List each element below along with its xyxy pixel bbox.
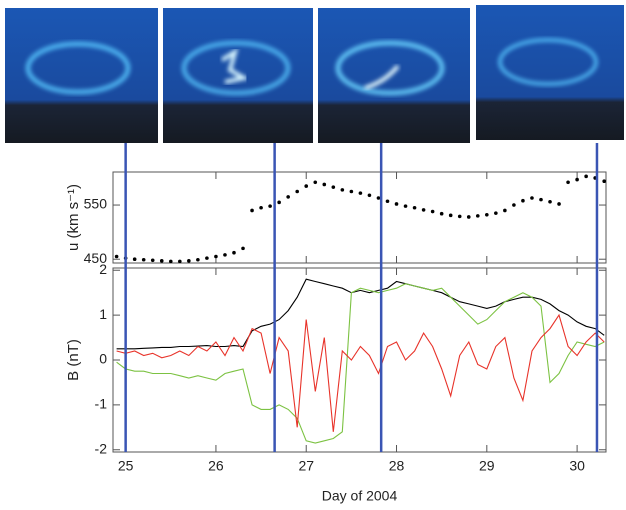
- data-point: [403, 204, 408, 208]
- data-point: [132, 257, 137, 262]
- data-point: [331, 185, 336, 189]
- data-point: [466, 215, 471, 219]
- data-point: [376, 196, 381, 200]
- data-point: [385, 199, 390, 204]
- y-axis-label: u (km s⁻¹): [65, 184, 82, 251]
- data-point: [340, 188, 345, 192]
- data-point: [448, 213, 453, 218]
- data-point: [286, 195, 290, 199]
- data-point: [322, 182, 327, 187]
- data-point: [268, 204, 272, 208]
- data-point: [412, 205, 417, 210]
- data-point: [548, 199, 552, 204]
- plot-frame: [112, 267, 607, 453]
- data-point: [349, 189, 354, 194]
- data-point: [503, 208, 507, 213]
- x-tick-label: 26: [208, 458, 224, 474]
- data-point: [232, 250, 236, 255]
- data-point: [521, 198, 525, 203]
- x-tick-label: 30: [569, 458, 585, 474]
- data-point: [168, 259, 173, 264]
- aurora-image: [476, 5, 624, 140]
- data-point: [223, 253, 227, 257]
- x-tick-label: 25: [118, 458, 134, 474]
- data-point: [304, 184, 309, 188]
- data-point: [277, 200, 281, 205]
- x-axis-label: Day of 2004: [322, 488, 398, 504]
- data-point: [566, 180, 570, 185]
- data-point: [394, 202, 399, 206]
- y-tick-label: 1: [99, 306, 107, 322]
- x-tick-label: 28: [389, 458, 405, 474]
- data-point: [512, 203, 516, 207]
- x-tick-label: 27: [298, 458, 314, 474]
- data-point: [575, 177, 579, 182]
- y-tick-label: -1: [95, 396, 108, 412]
- data-point: [159, 259, 164, 263]
- data-point: [250, 208, 254, 213]
- data-point: [295, 189, 299, 194]
- data-point: [358, 191, 363, 195]
- y-tick-label: 0: [99, 351, 107, 367]
- data-point: [141, 257, 146, 262]
- x-tick-label: 29: [479, 458, 495, 474]
- data-point: [457, 214, 462, 219]
- y-tick-label: 550: [84, 196, 108, 212]
- y-tick-label: -2: [95, 440, 108, 456]
- data-point: [150, 258, 155, 263]
- y-axis-label: B (nT): [65, 339, 82, 381]
- aurora-image: [318, 8, 470, 143]
- data-point: [178, 259, 182, 264]
- plot-frame: [112, 171, 607, 264]
- data-point: [205, 256, 209, 260]
- data-point: [114, 254, 119, 259]
- data-point: [259, 205, 263, 210]
- data-line: [116, 313, 605, 432]
- data-point: [421, 208, 426, 212]
- data-point: [602, 179, 606, 184]
- data-point: [494, 211, 498, 215]
- y-tick-label: 450: [84, 250, 108, 266]
- data-point: [485, 212, 489, 217]
- data-point: [539, 197, 543, 202]
- data-line: [116, 278, 605, 350]
- aurora-images: [5, 5, 624, 143]
- data-line: [116, 283, 605, 444]
- data-point: [475, 214, 480, 218]
- data-point: [439, 211, 444, 216]
- data-point: [313, 180, 318, 185]
- y-tick-label: 2: [99, 261, 107, 277]
- data-point: [241, 246, 245, 251]
- data-point: [557, 202, 561, 206]
- data-point: [187, 259, 191, 263]
- data-point: [367, 193, 372, 198]
- aurora-image: [5, 8, 158, 143]
- data-point: [214, 254, 218, 259]
- data-point: [430, 209, 435, 214]
- data-point: [584, 174, 588, 179]
- data-point: [530, 196, 534, 200]
- data-point: [196, 257, 200, 262]
- aurora-image: [163, 8, 313, 143]
